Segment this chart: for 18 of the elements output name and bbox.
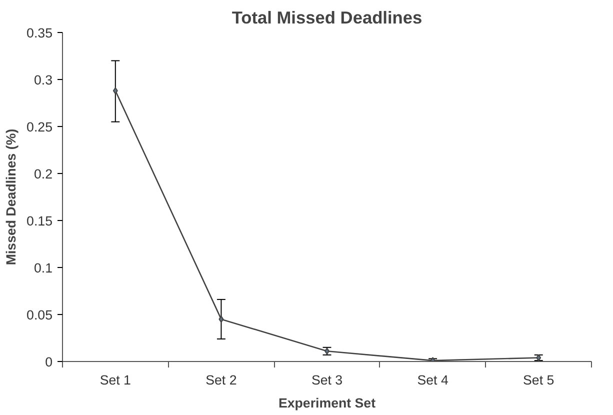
- y-tick-label: 0.1: [34, 260, 53, 276]
- y-tick-label: 0.3: [34, 72, 53, 88]
- y-tick-label: 0.15: [26, 214, 53, 228]
- y-tick-label: 0.05: [26, 308, 53, 322]
- y-tick-label: 0.35: [26, 26, 53, 40]
- y-tick-label: 0.25: [26, 120, 53, 134]
- chart-title: Total Missed Deadlines: [232, 8, 422, 28]
- y-tick-label: 0.2: [34, 166, 53, 182]
- x-tick-label: Set 4: [417, 372, 449, 388]
- point: [112, 87, 118, 94]
- x-tick-label: Set 2: [206, 372, 237, 388]
- x-axis-title: Experiment Set: [278, 396, 376, 410]
- point: [218, 316, 224, 323]
- x-tick-label: Set 5: [523, 372, 554, 388]
- x-tick-label: Set 3: [311, 372, 343, 388]
- y-axis-title: Missed Deadlines (%): [4, 128, 19, 266]
- x-tick-label: Set 1: [100, 372, 131, 388]
- y-tick-label: 0: [45, 354, 53, 370]
